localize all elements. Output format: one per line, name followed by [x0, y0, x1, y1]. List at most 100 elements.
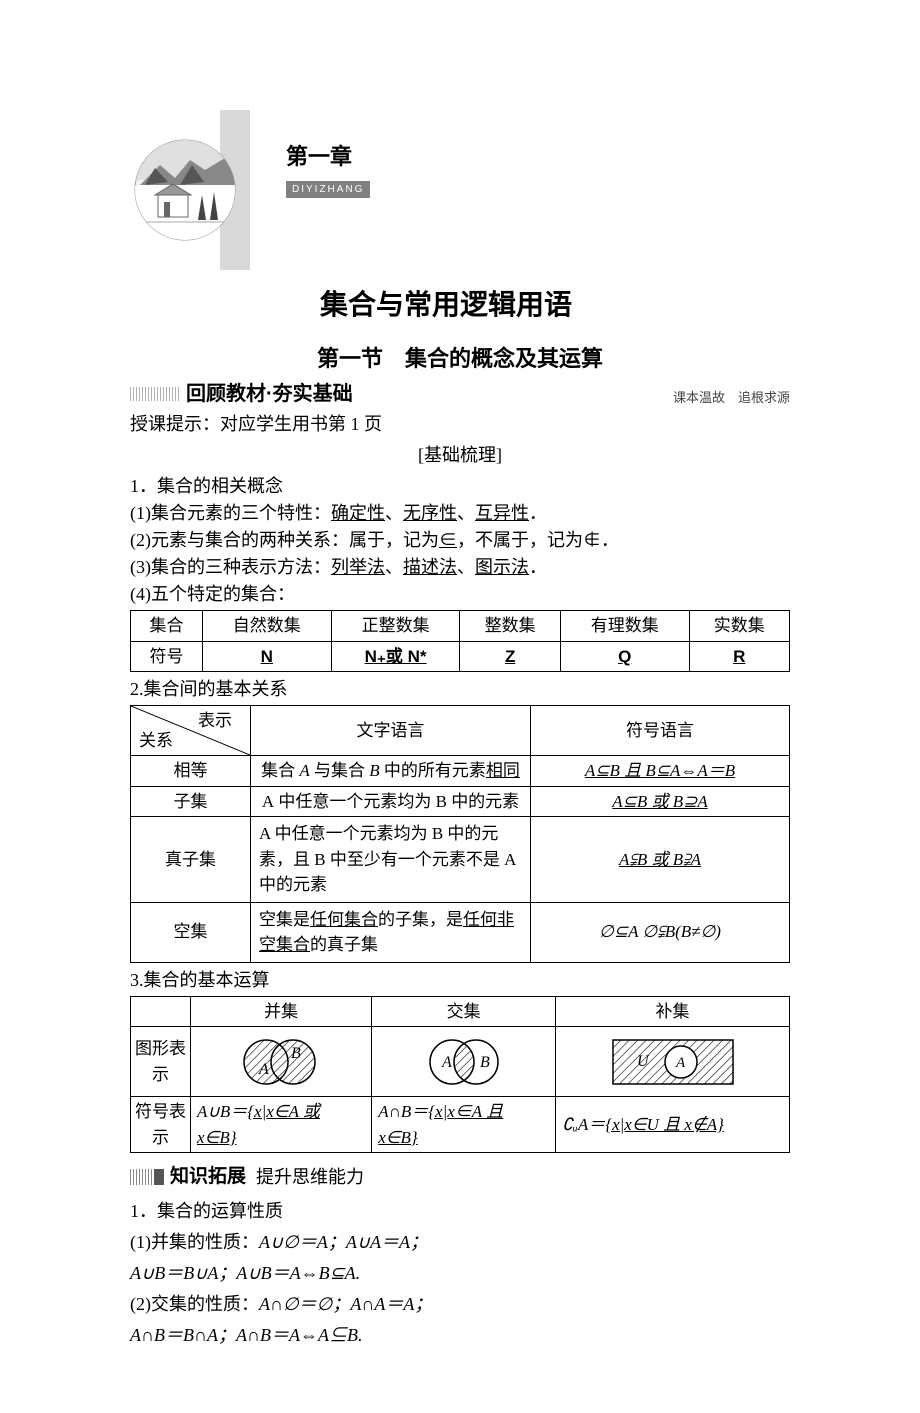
review-tips: 课本温故 追根求源	[673, 388, 790, 410]
extension-title: 知识拓展	[170, 1163, 246, 1192]
t: 的子集，是	[378, 910, 463, 929]
ext-l4: A∩B＝B∩A；A∩B＝A⇔A⊆B.	[130, 1322, 790, 1349]
venn-complement-icon: U A	[556, 1027, 790, 1097]
t: {x|x∈A 且	[428, 1102, 503, 1121]
sym: A⫋B 或 B⫌A	[619, 850, 701, 869]
venn-intersection-icon: A B	[372, 1027, 556, 1097]
p1-3-b: 描述法	[403, 557, 457, 577]
p1-1-pre: (1)集合元素的三个特性：	[130, 503, 331, 523]
venn-union-icon: A B	[191, 1027, 372, 1097]
cell: 真子集	[131, 817, 251, 903]
special-sets-table: 集合 自然数集 正整数集 整数集 有理数集 实数集 符号 N N₊或 N* Z …	[130, 610, 790, 672]
hatch-decor-icon	[130, 387, 180, 401]
sym: A⊆B 或 B⊇A	[612, 792, 708, 811]
cell: R	[689, 641, 789, 672]
p1-2-in: ∈	[439, 530, 457, 550]
basic-heading: [基础梳理]	[130, 442, 790, 469]
sym: ∅⊆A ∅⫋B(B≠∅)	[599, 922, 721, 941]
svg-text:A: A	[258, 1061, 269, 1078]
cell: 图形表示	[131, 1027, 191, 1097]
table-row: 集合 自然数集 正整数集 整数集 有理数集 实数集	[131, 611, 790, 642]
relations-table: 表示 关系 文字语言 符号语言 相等 集合 A 与集合 B 中的所有元素相同 A…	[130, 705, 790, 963]
t: 相同	[486, 761, 520, 780]
t: ∁ᵤA＝	[562, 1115, 605, 1134]
part1-heading: 1．集合的相关概念	[130, 473, 790, 500]
part2-heading: 2.集合间的基本关系	[130, 676, 790, 703]
chapter-number: 第一章	[286, 140, 370, 173]
cell: 补集	[556, 996, 790, 1027]
t: {x|x∈A 或	[247, 1102, 320, 1121]
extension-row: 知识拓展 提升思维能力	[130, 1163, 790, 1192]
cell: 实数集	[689, 611, 789, 642]
cell: 子集	[131, 786, 251, 817]
t: B	[369, 761, 379, 780]
part3-heading: 3.集合的基本运算	[130, 967, 790, 994]
cell: A 中任意一个元素均为 B 中的元素	[251, 786, 531, 817]
sym-nplus: N₊或 N*	[365, 647, 427, 666]
t: 空集是	[259, 910, 310, 929]
cell: 相等	[131, 756, 251, 787]
t: A	[299, 761, 309, 780]
diag-header-cell: 表示 关系	[131, 706, 251, 756]
cell: A⊆B 或 B⊇A	[531, 786, 790, 817]
table-row: 空集 空集是任何集合的子集，是任何非空集合的真子集 ∅⊆A ∅⫋B(B≠∅)	[131, 902, 790, 962]
cell: A 中任意一个元素均为 B 中的元素，且 B 中至少有一个元素不是 A 中的元素	[251, 817, 531, 903]
operations-table: 并集 交集 补集 图形表示 A B	[130, 996, 790, 1154]
cell: N	[202, 641, 331, 672]
cell: Q	[560, 641, 689, 672]
cell: Z	[460, 641, 560, 672]
table-row: 相等 集合 A 与集合 B 中的所有元素相同 A⊆B 且 B⊆A⇔A＝B	[131, 756, 790, 787]
ext-h1: 1．集合的运算性质	[130, 1198, 790, 1225]
t: A∩B＝	[378, 1102, 428, 1121]
page: 第一章 DIYIZHANG 集合与常用逻辑用语 第一节 集合的概念及其运算 回顾…	[0, 0, 920, 1413]
cell: 集合	[131, 611, 203, 642]
t: 任何集合	[310, 910, 378, 929]
cell: N₊或 N*	[331, 641, 460, 672]
ext-l3: (2)交集的性质：A∩∅＝∅；A∩A＝A；	[130, 1291, 790, 1318]
p1-4: (4)五个特定的集合：	[130, 581, 790, 608]
svg-text:A: A	[441, 1054, 452, 1071]
table-row: 表示 关系 文字语言 符号语言	[131, 706, 790, 756]
cell: 空集是任何集合的子集，是任何非空集合的真子集	[251, 902, 531, 962]
chapter-title: 集合与常用逻辑用语	[320, 284, 790, 326]
cell: 空集	[131, 902, 251, 962]
svg-text:A: A	[675, 1055, 686, 1071]
cell: 符号语言	[531, 706, 790, 756]
cell: 并集	[191, 996, 372, 1027]
cell: 整数集	[460, 611, 560, 642]
ext-l1: (1)并集的性质：A∪∅＝A；A∪A＝A；	[130, 1229, 790, 1256]
t: A∪B＝	[197, 1102, 247, 1121]
cell: 符号表示	[131, 1097, 191, 1153]
t: 中的所有元素	[380, 761, 486, 780]
p1-3-pre: (3)集合的三种表示方法：	[130, 557, 331, 577]
teach-hint: 授课提示：对应学生用书第 1 页	[130, 411, 790, 438]
table-row: 子集 A 中任意一个元素均为 B 中的元素 A⊆B 或 B⊇A	[131, 786, 790, 817]
p1-2-notin: ∉	[583, 530, 601, 550]
section-title: 第一节 集合的概念及其运算	[130, 342, 790, 375]
cell: 交集	[372, 996, 556, 1027]
cell: 有理数集	[560, 611, 689, 642]
cell: A⫋B 或 B⫌A	[531, 817, 790, 903]
sym-q: Q	[618, 647, 631, 666]
cell: ∅⊆A ∅⫋B(B≠∅)	[531, 902, 790, 962]
p1-2: (2)元素与集合的两种关系：属于，记为∈，不属于，记为∉．	[130, 527, 790, 554]
extension-decor-icon	[130, 1169, 164, 1185]
t: 集合	[261, 761, 299, 780]
svg-text:B: B	[291, 1045, 301, 1062]
table-row: 符号表示 A∪B＝{x|x∈A 或 x∈B} A∩B＝{x|x∈A 且x∈B} ∁…	[131, 1097, 790, 1153]
p1-1-b: 无序性	[403, 503, 457, 523]
t: 的真子集	[310, 935, 378, 954]
cell: A∩B＝{x|x∈A 且x∈B}	[372, 1097, 556, 1153]
t: x∈B}	[197, 1128, 237, 1147]
p1-3-a: 列举法	[331, 557, 385, 577]
table-row: 真子集 A 中任意一个元素均为 B 中的元素，且 B 中至少有一个元素不是 A …	[131, 817, 790, 903]
diag-bot: 关系	[139, 728, 173, 754]
cell: ∁ᵤA＝{x|x∈U 且 x∉A}	[556, 1097, 790, 1153]
svg-text:U: U	[637, 1053, 650, 1070]
chapter-pinyin: DIYIZHANG	[286, 181, 370, 198]
table-row: 符号 N N₊或 N* Z Q R	[131, 641, 790, 672]
extension-sub: 提升思维能力	[256, 1164, 364, 1191]
t: {x|x∈U 且 x∉A}	[605, 1115, 724, 1134]
p1-1-c: 互异性	[475, 503, 529, 523]
p1-3-c: 图示法	[475, 557, 529, 577]
